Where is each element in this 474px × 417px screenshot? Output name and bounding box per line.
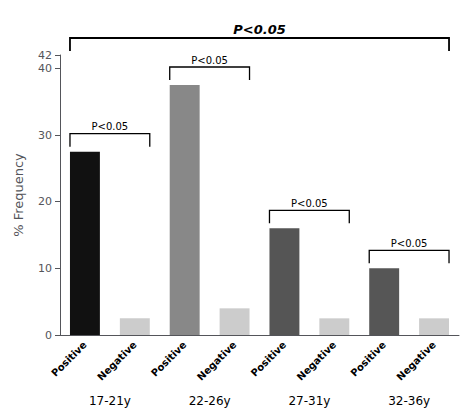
svg-text:30: 30 [38,129,52,142]
svg-text:Negative: Negative [195,339,239,383]
svg-text:Negative: Negative [394,339,438,383]
svg-text:Negative: Negative [95,339,139,383]
svg-text:P<0.05: P<0.05 [92,121,129,132]
svg-text:Positive: Positive [49,339,89,379]
svg-text:10: 10 [38,262,52,275]
svg-text:P<0.05: P<0.05 [391,238,428,249]
svg-text:Negative: Negative [295,339,339,383]
svg-text:0: 0 [45,329,52,342]
svg-text:32-36y: 32-36y [388,394,430,408]
svg-text:% Frequency: % Frequency [11,153,26,237]
svg-text:42: 42 [38,49,52,62]
svg-text:Positive: Positive [348,339,388,379]
svg-text:Positive: Positive [249,339,289,379]
svg-text:P<0.05: P<0.05 [191,55,228,66]
svg-text:17-21y: 17-21y [89,394,131,408]
svg-text:20: 20 [38,195,52,208]
svg-text:P<0.05: P<0.05 [291,198,328,209]
svg-text:22-26y: 22-26y [189,394,231,408]
svg-text:Positive: Positive [149,339,189,379]
svg-text:27-31y: 27-31y [288,394,330,408]
svg-text:P<0.05: P<0.05 [233,22,286,37]
svg-text:40: 40 [38,62,52,75]
